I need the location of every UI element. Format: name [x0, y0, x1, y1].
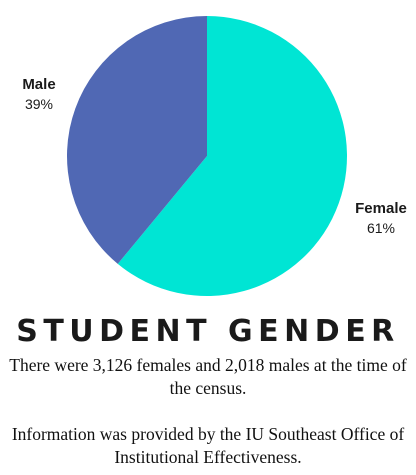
pie-slice-female — [117, 16, 348, 297]
chart-title: STUDENT GENDER — [16, 314, 400, 349]
male-label-percent: 39% — [24, 96, 54, 112]
source-caption: Information was provided by the IU South… — [11, 424, 405, 467]
census-caption: There were 3,126 females and 2,018 males… — [9, 355, 407, 398]
pie-chart — [67, 16, 348, 297]
female-label-percent: 61% — [366, 220, 396, 236]
pie-slice-male — [67, 16, 207, 264]
male-slice-label: Male 39% — [4, 76, 74, 112]
female-label-name: Female — [355, 200, 407, 217]
male-label-name: Male — [22, 76, 56, 93]
female-slice-label: Female 61% — [346, 200, 416, 236]
